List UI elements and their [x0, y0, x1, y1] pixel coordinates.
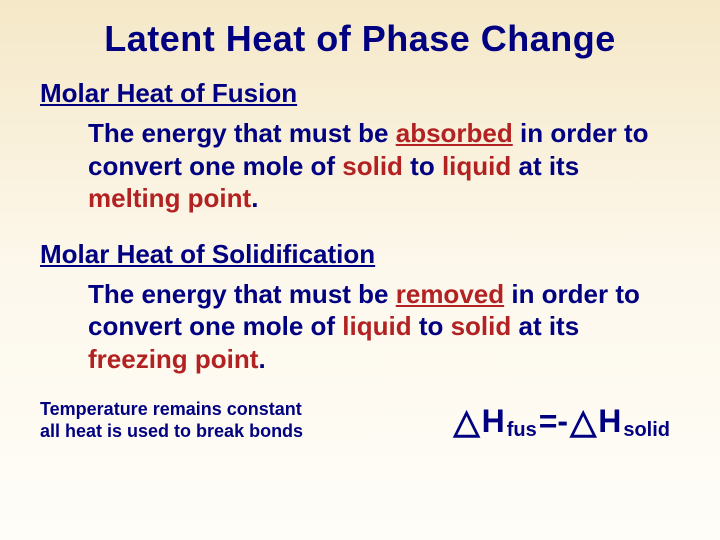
section2-definition: The energy that must be removed in order…	[88, 278, 670, 376]
delta-icon-2: △	[570, 402, 596, 442]
section2-freezing: freezing point	[88, 344, 258, 374]
temperature-note: Temperature remains constant all heat is…	[40, 399, 320, 442]
eq-equals: =-	[539, 403, 568, 440]
section1-melting: melting point	[88, 183, 251, 213]
eq-sub-fus: fus	[507, 419, 537, 442]
section1-t4: at its	[511, 151, 579, 181]
section1-t5: .	[251, 183, 258, 213]
section2-t4: at its	[511, 311, 579, 341]
section2-t1: The energy that must be	[88, 279, 396, 309]
section2-t3: to	[412, 311, 451, 341]
section1-definition: The energy that must be absorbed in orde…	[88, 117, 670, 215]
section2-liquid: liquid	[342, 311, 411, 341]
eq-H2: H	[598, 403, 621, 440]
footer-row: Temperature remains constant all heat is…	[40, 399, 680, 442]
section2-solid: solid	[451, 311, 512, 341]
section1-absorbed: absorbed	[396, 118, 513, 148]
section1-t1: The energy that must be	[88, 118, 396, 148]
section1-liquid: liquid	[442, 151, 511, 181]
eq-sub-solid: solid	[623, 419, 670, 442]
section1-t3: to	[403, 151, 442, 181]
equation: △Hfus =- △Hsolid	[453, 401, 680, 441]
slide-title: Latent Heat of Phase Change	[40, 18, 680, 60]
section2-removed: removed	[396, 279, 504, 309]
section2-heading: Molar Heat of Solidification	[40, 239, 680, 270]
section1-solid: solid	[342, 151, 403, 181]
eq-H1: H	[482, 403, 505, 440]
section1-heading: Molar Heat of Fusion	[40, 78, 680, 109]
delta-icon: △	[453, 402, 479, 442]
section2-t5: .	[258, 344, 265, 374]
